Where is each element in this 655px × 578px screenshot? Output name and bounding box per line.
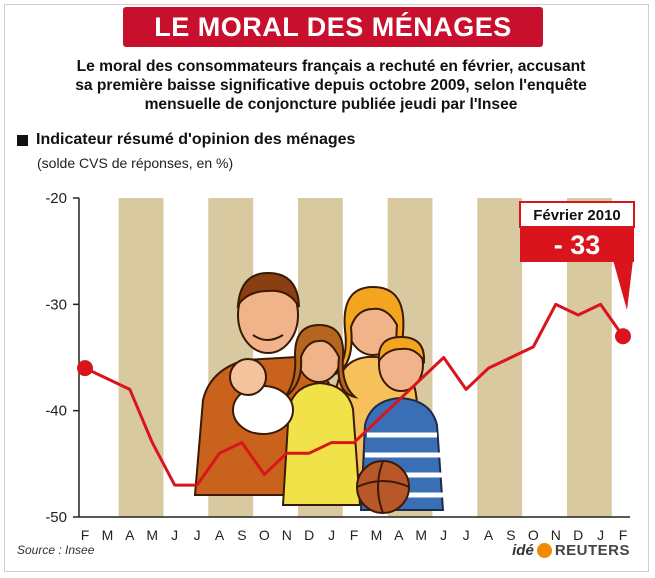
x-tick-label: J <box>194 527 201 543</box>
x-tick-label: A <box>394 527 404 543</box>
x-tick-label: J <box>463 527 470 543</box>
publisher-logo: idé REUTERS <box>512 542 630 559</box>
callout-date: Février 2010 <box>533 207 621 224</box>
title-banner: LE MORAL DES MÉNAGES <box>123 7 543 47</box>
y-axis-ticks: -20 -30 -40 -50 <box>45 190 79 526</box>
x-tick-label: O <box>259 527 270 543</box>
callout-value: - 33 <box>554 230 601 260</box>
x-tick-label: A <box>125 527 135 543</box>
x-tick-label: F <box>619 527 628 543</box>
subtitle-line: mensuelle de conjoncture publiée jeudi p… <box>144 96 518 113</box>
x-tick-label: N <box>282 527 292 543</box>
x-tick-label: M <box>102 527 114 543</box>
x-tick-label: J <box>328 527 335 543</box>
shaded-band <box>297 198 343 517</box>
x-tick-label: F <box>350 527 359 543</box>
baby-figure <box>229 358 294 435</box>
boy-figure <box>359 335 445 511</box>
shaded-band <box>208 198 254 517</box>
x-tick-label: A <box>484 527 494 543</box>
legend-label: Indicateur résumé d'opinion des ménages <box>36 131 356 148</box>
legend-sublabel: (solde CVS de réponses, en %) <box>37 155 234 171</box>
source-note: Source : Insee <box>17 543 95 557</box>
x-tick-label: S <box>506 527 515 543</box>
logo-reuters-text: REUTERS <box>554 542 630 559</box>
infographic-frame: LE MORAL DES MÉNAGES Le moral des consom… <box>4 4 649 572</box>
data-point-marker <box>77 360 93 377</box>
series-layer <box>77 302 631 487</box>
x-tick-label: J <box>440 527 447 543</box>
subtitle-line: sa première baisse significative depuis … <box>75 77 587 94</box>
shaded-band <box>118 198 164 517</box>
x-tick-label: J <box>171 527 178 543</box>
ball-figure <box>356 460 410 514</box>
family-illustration <box>193 271 445 514</box>
page-title: LE MORAL DES MÉNAGES <box>154 11 512 42</box>
x-tick-label: J <box>597 527 604 543</box>
x-tick-label: M <box>415 527 427 543</box>
shaded-band <box>566 198 612 517</box>
x-tick-label: S <box>237 527 246 543</box>
shaded-bands <box>118 198 612 517</box>
reuters-dot-icon <box>536 543 552 558</box>
y-tick-label: -20 <box>45 190 67 207</box>
subtitle-line: Le moral des consommateurs français a re… <box>76 58 586 75</box>
series-line <box>84 302 625 487</box>
girl-figure <box>281 323 362 506</box>
shaded-band <box>387 198 433 517</box>
logo-ide-text: idé <box>512 542 534 559</box>
data-point-marker <box>615 328 631 345</box>
x-tick-label: O <box>528 527 539 543</box>
subtitle: Le moral des consommateurs français a re… <box>15 57 647 114</box>
x-tick-label: F <box>81 527 90 543</box>
y-tick-label: -50 <box>45 509 67 526</box>
x-tick-label: D <box>573 527 583 543</box>
x-tick-label: M <box>146 527 158 543</box>
x-tick-label: D <box>304 527 314 543</box>
shaded-band <box>477 198 523 517</box>
x-tick-label: A <box>215 527 225 543</box>
callout: Février 2010 - 33 <box>519 201 635 310</box>
y-tick-label: -40 <box>45 403 67 420</box>
callout-value-box <box>520 227 634 262</box>
x-tick-label: M <box>371 527 383 543</box>
x-tick-label: N <box>551 527 561 543</box>
y-tick-label: -30 <box>45 296 67 313</box>
legend: Indicateur résumé d'opinion des ménages <box>17 131 355 149</box>
legend-marker <box>17 134 28 146</box>
callout-pointer <box>613 260 633 310</box>
callout-date-box <box>519 201 635 228</box>
mother-figure <box>332 285 422 476</box>
father-figure <box>193 271 347 496</box>
